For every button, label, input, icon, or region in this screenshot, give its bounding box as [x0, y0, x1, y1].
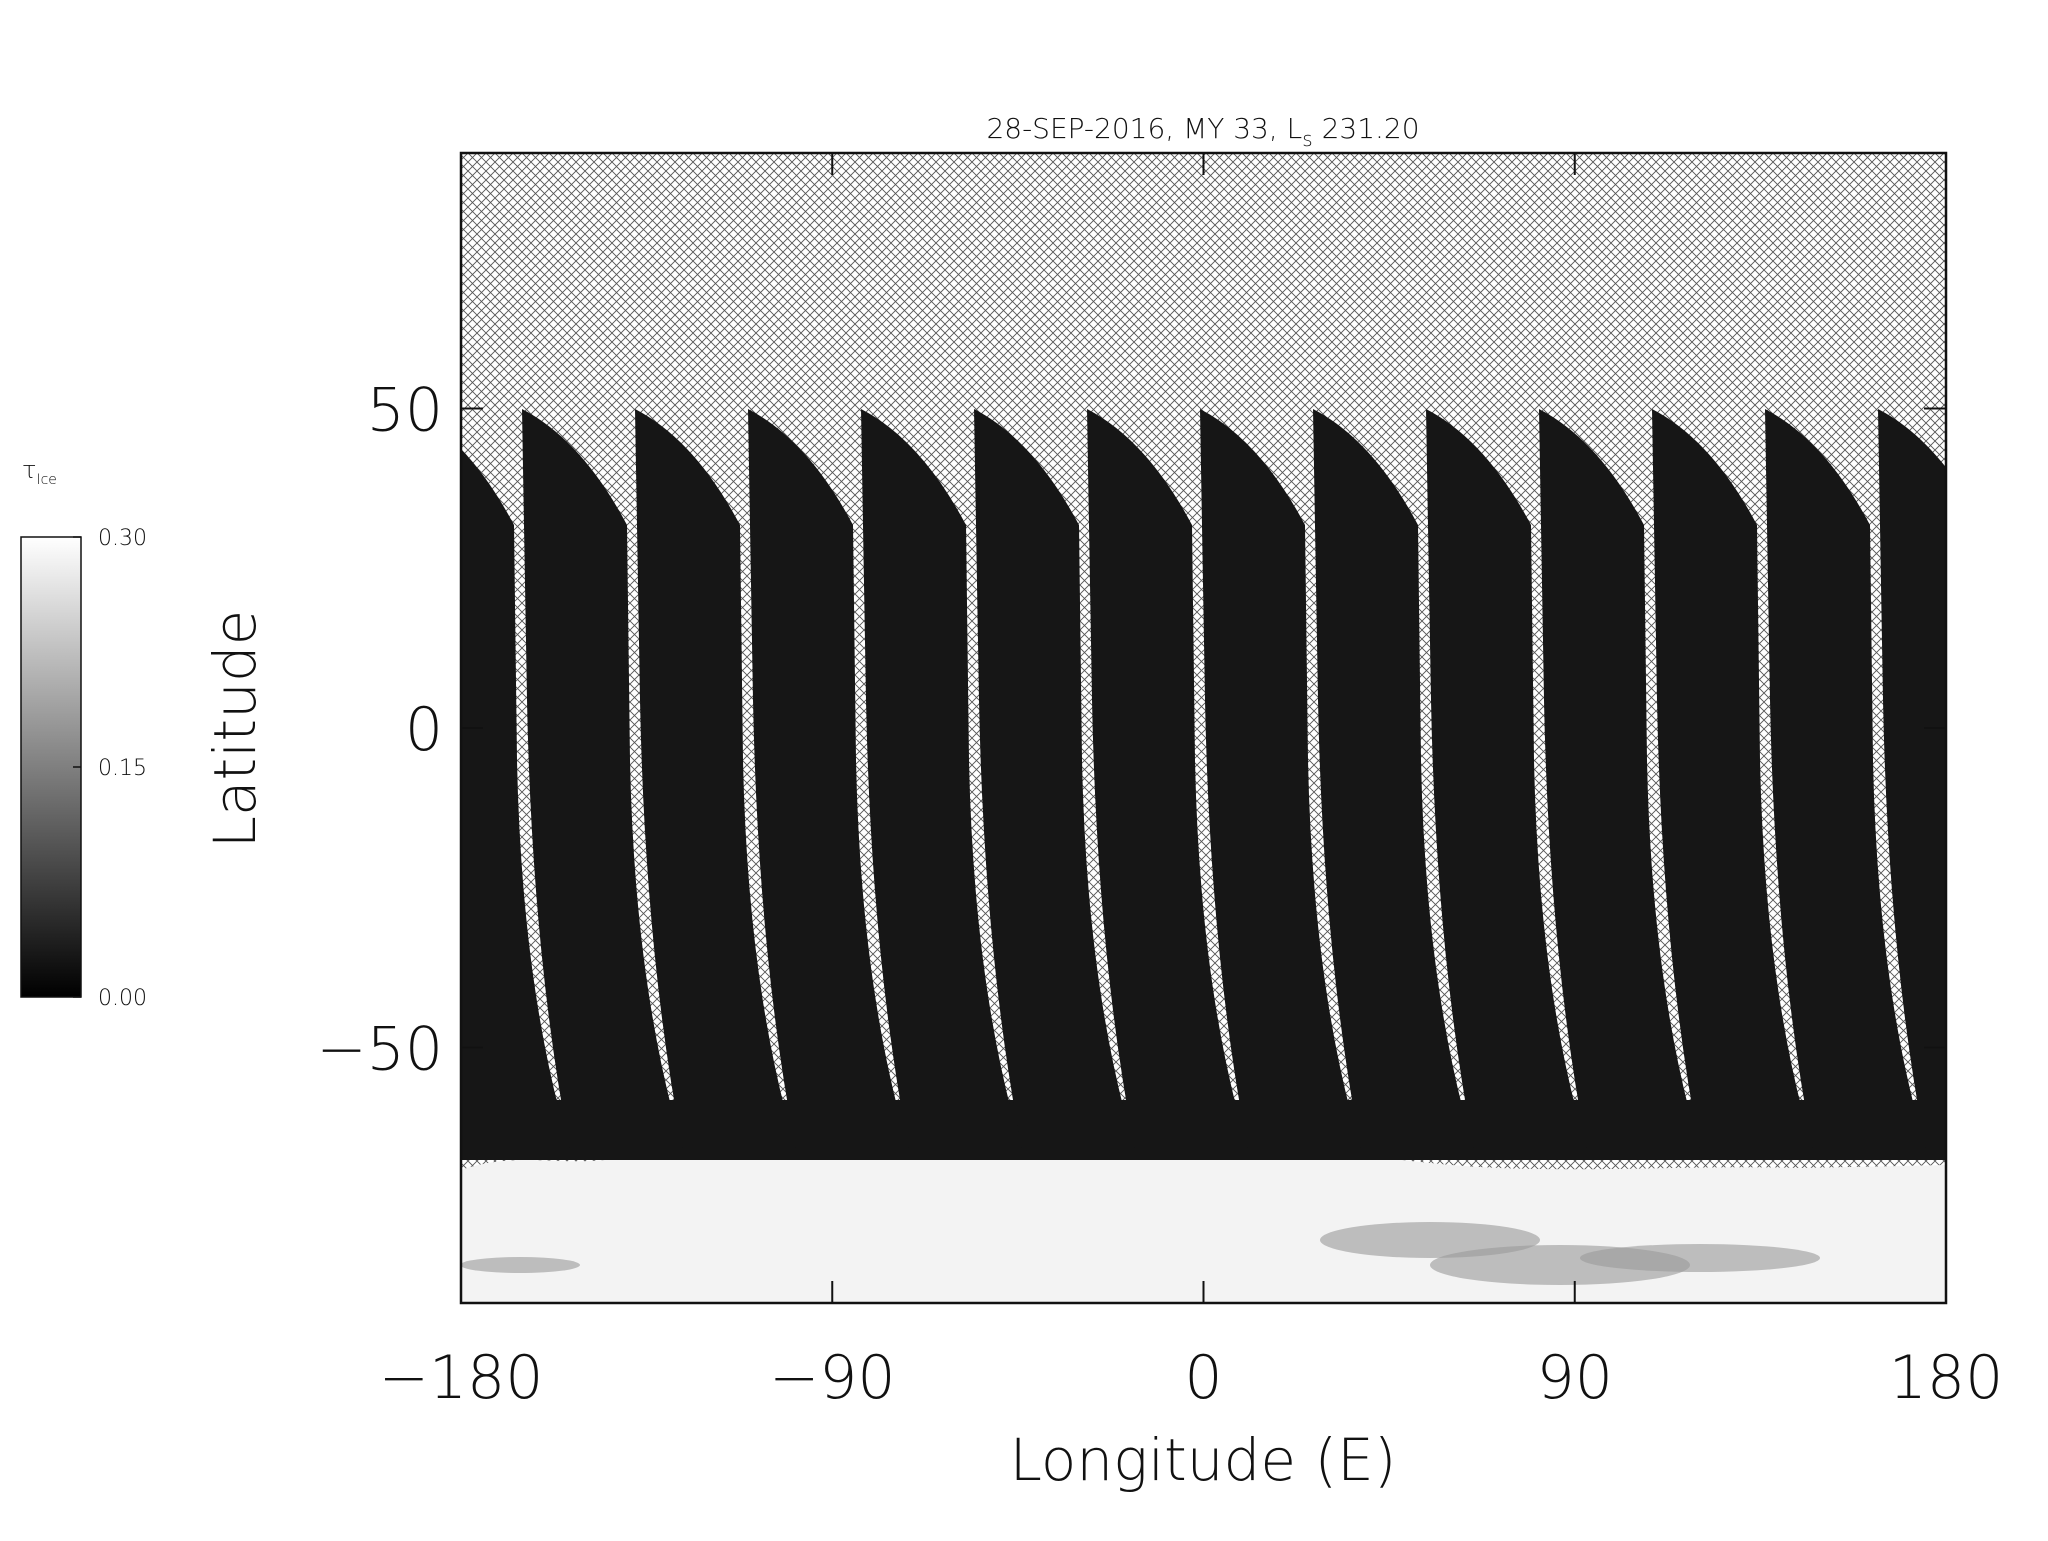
swath — [1539, 409, 1699, 1160]
y-axis-label: Latitude — [201, 610, 269, 849]
swath — [1200, 409, 1360, 1160]
colorbar-tick-label: 0.30 — [98, 526, 147, 551]
y-tick-label: 50 — [367, 376, 443, 446]
colorbar-subscript: Ice — [36, 472, 56, 488]
x-tick-label: 180 — [1889, 1343, 2004, 1413]
x-tick-label: −90 — [769, 1343, 896, 1413]
swath — [1426, 409, 1586, 1160]
colorbar-label: τIce — [22, 456, 57, 488]
swath — [1087, 409, 1247, 1160]
x-axis-label: Longitude (E) — [1010, 1426, 1397, 1494]
title-text: 231.20 — [1313, 112, 1420, 145]
x-tick-label: 90 — [1537, 1343, 1613, 1413]
ice-patch — [1580, 1244, 1820, 1272]
title-text: 28-SEP-2016, MY 33, L — [986, 112, 1302, 145]
colorbar — [20, 536, 82, 998]
swath — [1313, 409, 1473, 1160]
swath — [974, 409, 1134, 1160]
y-tick-label: −50 — [316, 1014, 443, 1084]
swath — [461, 448, 569, 1160]
colorbar-tick-label: 0.00 — [98, 986, 147, 1011]
colorbar-tick-label: 0.15 — [98, 756, 147, 781]
swath — [522, 409, 682, 1160]
swath — [861, 409, 1021, 1160]
chart-title: 28-SEP-2016, MY 33, Ls 231.20 — [986, 112, 1419, 151]
x-tick-label: −180 — [379, 1343, 544, 1413]
swath — [1765, 409, 1925, 1160]
title-subscript: s — [1302, 127, 1312, 151]
swath — [1652, 409, 1812, 1160]
swath — [748, 409, 908, 1160]
swath-layer — [461, 409, 1946, 1303]
swath — [635, 409, 795, 1160]
swath — [1878, 409, 1946, 1160]
y-tick-label: 0 — [405, 695, 443, 765]
colorbar-symbol: τ — [22, 456, 36, 484]
polar-cap-region — [461, 1147, 1946, 1303]
ice-patch — [461, 1257, 580, 1273]
x-tick-label: 0 — [1184, 1343, 1222, 1413]
